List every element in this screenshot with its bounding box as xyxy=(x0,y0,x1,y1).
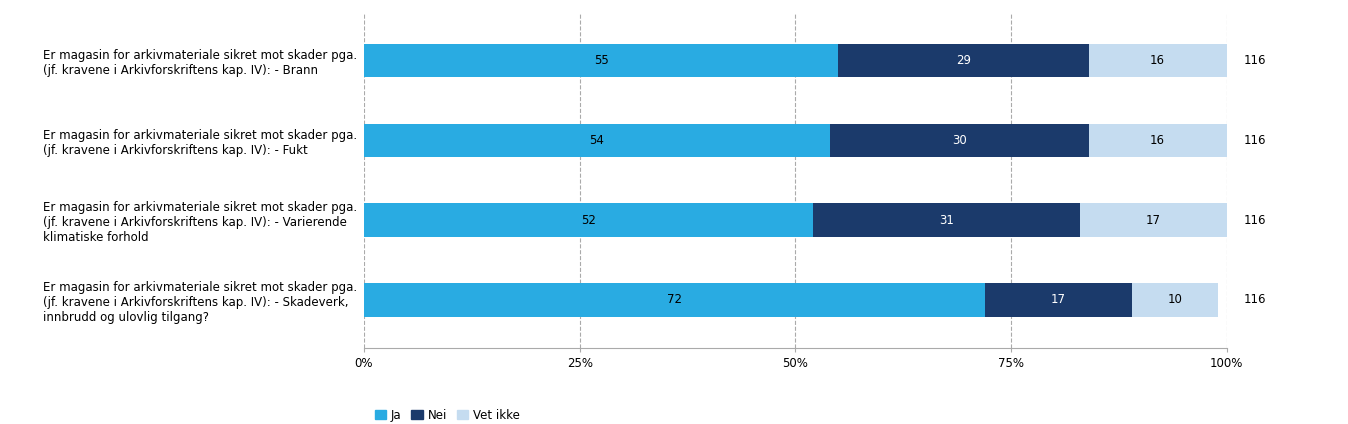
Bar xyxy=(985,283,1132,317)
Bar xyxy=(838,44,1089,77)
Bar xyxy=(1080,204,1227,237)
Text: 16: 16 xyxy=(1150,134,1165,147)
Bar xyxy=(364,123,830,157)
Text: 10: 10 xyxy=(1167,293,1182,306)
Bar xyxy=(364,283,985,317)
Text: 116: 116 xyxy=(1244,54,1266,67)
Text: 116: 116 xyxy=(1244,134,1266,147)
Bar xyxy=(364,204,813,237)
Text: 30: 30 xyxy=(952,134,967,147)
Text: 17: 17 xyxy=(1051,293,1066,306)
Text: 29: 29 xyxy=(956,54,971,67)
Text: 116: 116 xyxy=(1244,293,1266,306)
Text: 55: 55 xyxy=(594,54,608,67)
Text: 16: 16 xyxy=(1150,54,1165,67)
Bar xyxy=(830,123,1089,157)
Bar xyxy=(1089,123,1227,157)
Text: 54: 54 xyxy=(589,134,604,147)
Bar xyxy=(1132,283,1219,317)
Text: 17: 17 xyxy=(1146,214,1161,226)
Text: 31: 31 xyxy=(938,214,954,226)
Text: 72: 72 xyxy=(667,293,682,306)
Bar xyxy=(364,44,838,77)
Bar xyxy=(813,204,1080,237)
Legend: Ja, Nei, Vet ikke: Ja, Nei, Vet ikke xyxy=(369,404,524,424)
Text: 52: 52 xyxy=(581,214,596,226)
Bar xyxy=(1089,44,1227,77)
Text: 116: 116 xyxy=(1244,214,1266,226)
